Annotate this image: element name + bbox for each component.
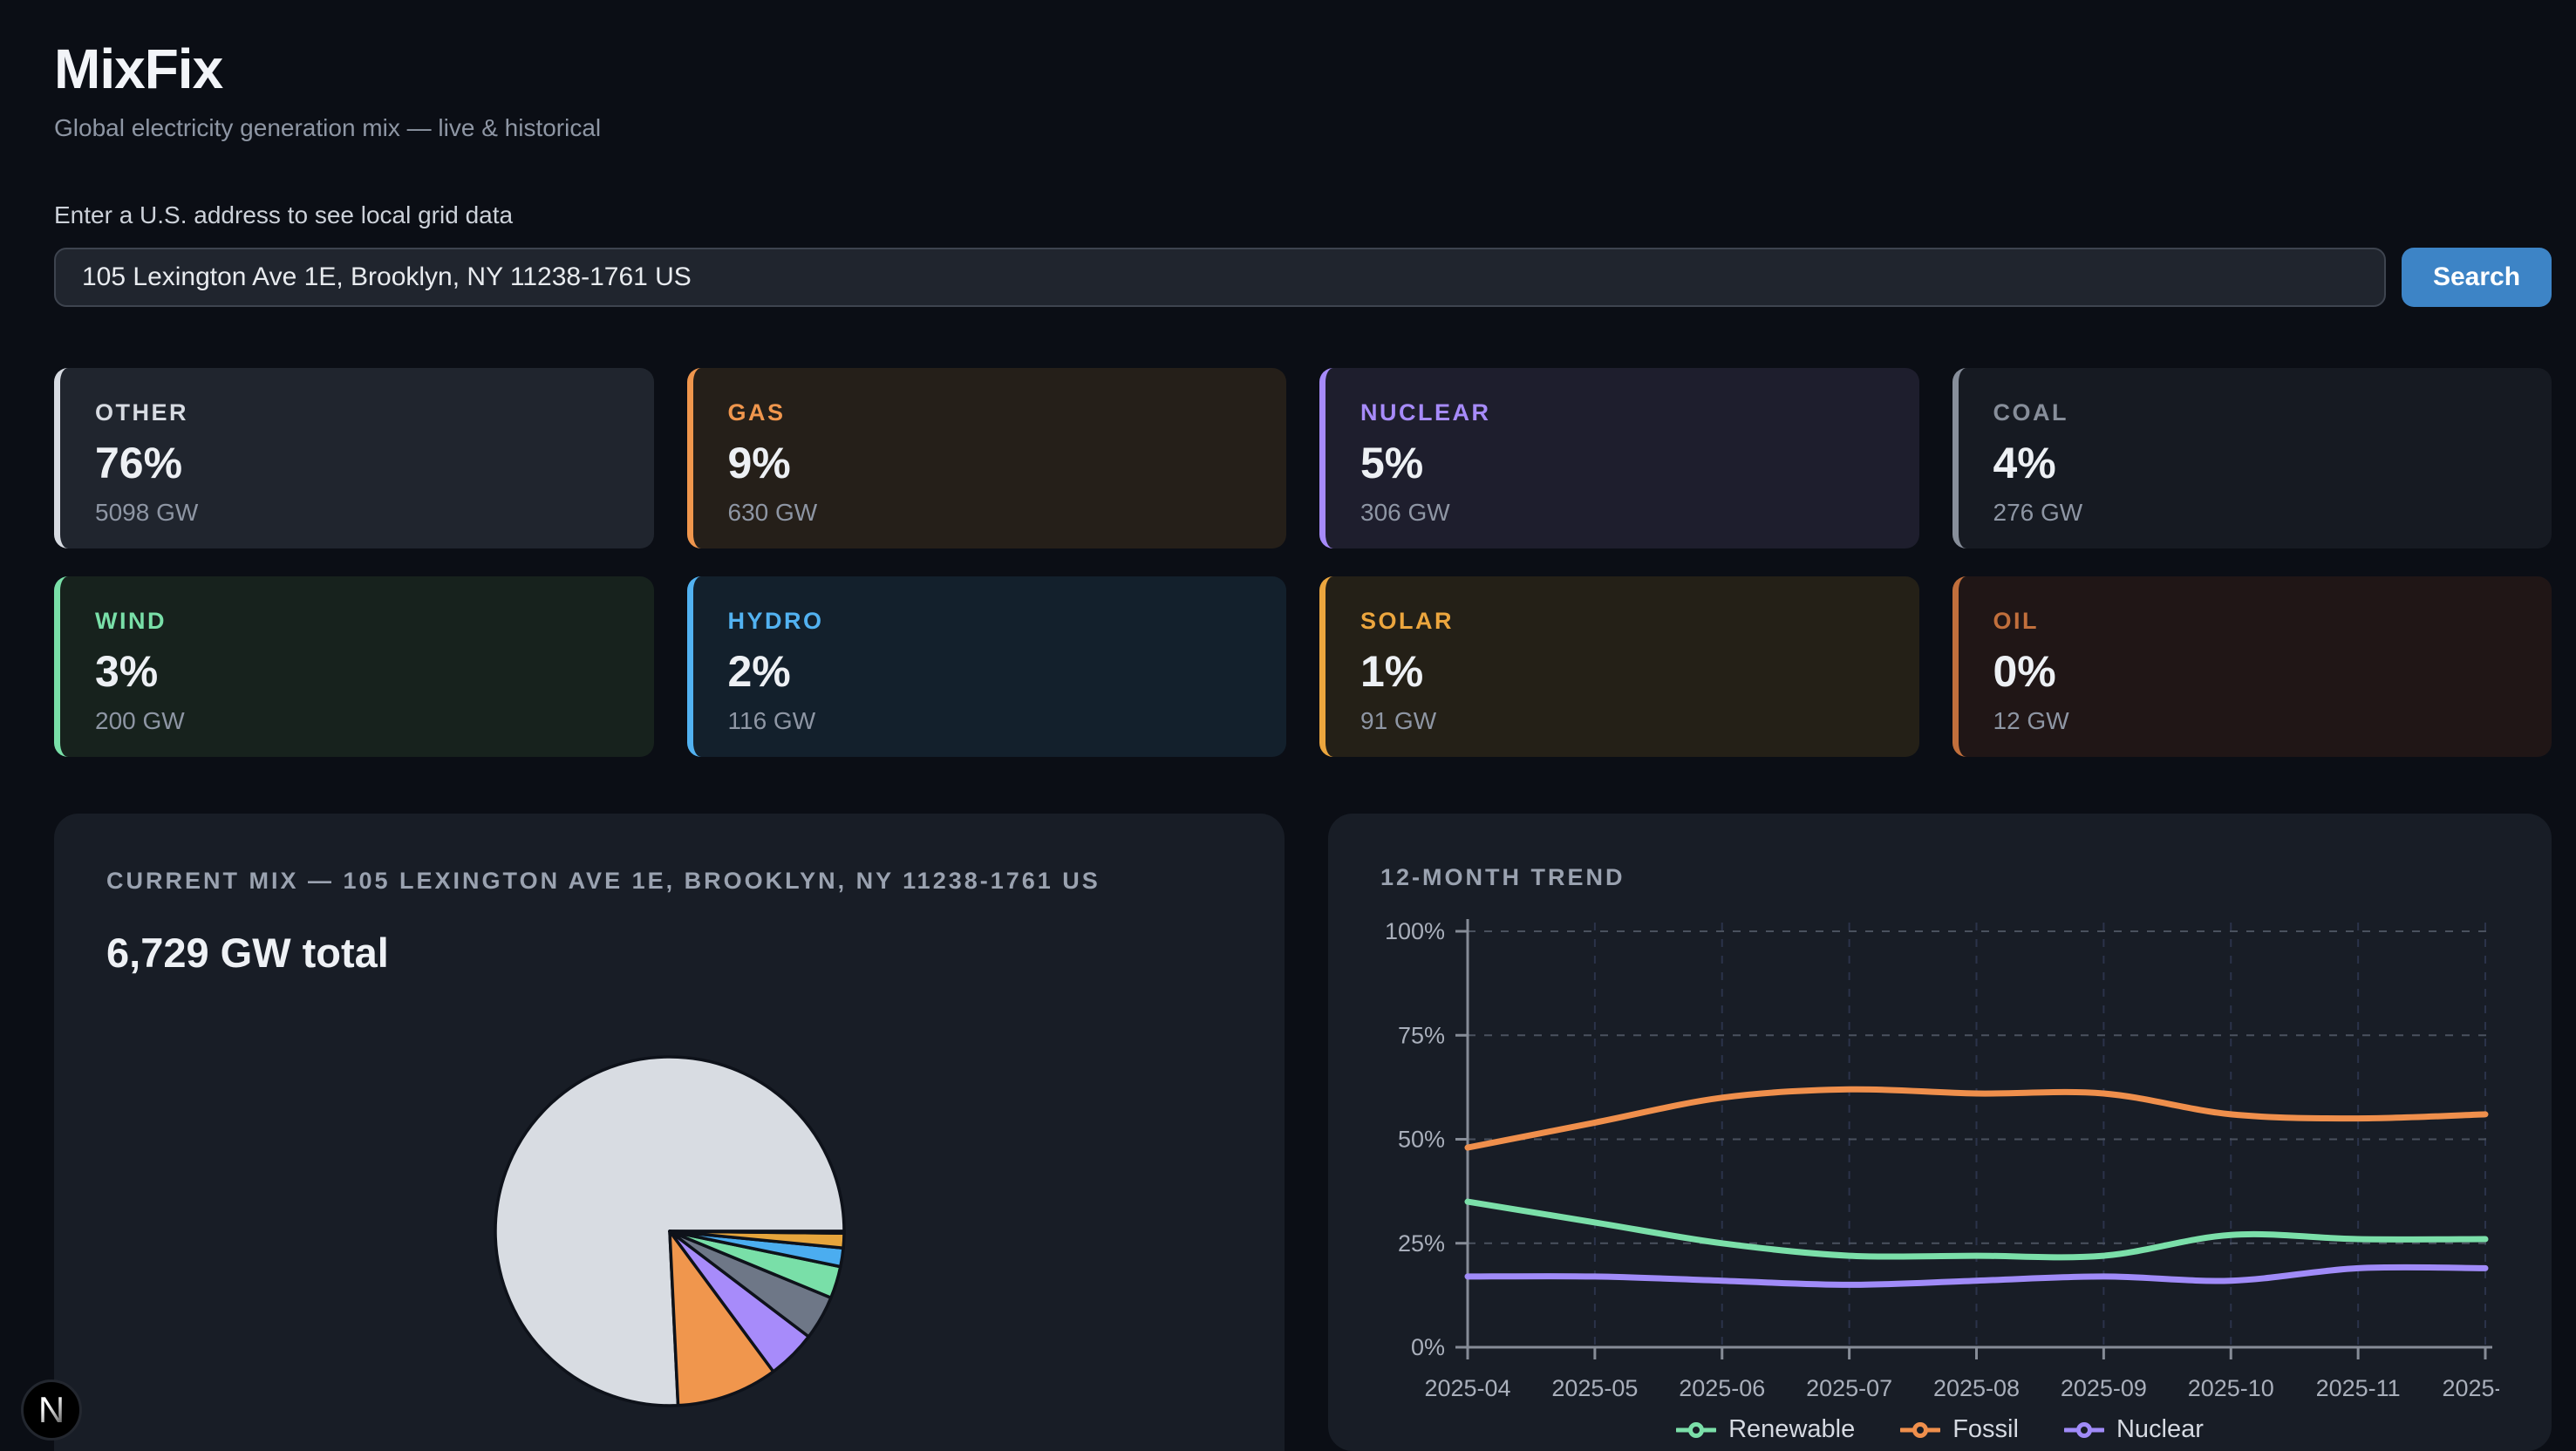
svg-text:25%: 25%: [1398, 1230, 1445, 1257]
nextjs-logo-icon: N: [37, 1389, 65, 1430]
svg-text:2025-06: 2025-06: [1679, 1375, 1765, 1401]
current-mix-panel: CURRENT MIX — 105 LEXINGTON AVE 1E, BROO…: [54, 814, 1285, 1451]
card-amount: 12 GW: [1993, 707, 2069, 734]
legend-item-fossil: Fossil: [1900, 1415, 2019, 1444]
svg-text:2025-12: 2025-12: [2442, 1375, 2499, 1401]
source-cards-grid: OTHER 76% 5098 GW GAS 9% 630 GW NUCLEAR …: [54, 368, 2552, 757]
card-percent: 5%: [1360, 439, 1424, 487]
svg-text:50%: 50%: [1398, 1127, 1445, 1153]
card-label: WIND: [95, 608, 167, 634]
card-label: SOLAR: [1360, 608, 1454, 634]
card-amount: 200 GW: [95, 707, 185, 734]
trend-title: 12-MONTH TREND: [1380, 864, 1625, 890]
svg-text:2025-11: 2025-11: [2316, 1375, 2401, 1401]
stat-card-gas: GAS 9% 630 GW: [686, 368, 1286, 548]
charts-row: CURRENT MIX — 105 LEXINGTON AVE 1E, BROO…: [54, 814, 2552, 1451]
card-percent: 0%: [1993, 647, 2056, 696]
card-percent: 76%: [95, 439, 183, 487]
svg-text:2025-10: 2025-10: [2188, 1375, 2274, 1401]
card-amount: 306 GW: [1360, 499, 1450, 526]
current-mix-title: CURRENT MIX — 105 LEXINGTON AVE 1E, BROO…: [106, 868, 1101, 894]
stat-card-hydro: HYDRO 2% 116 GW: [686, 576, 1286, 757]
card-amount: 276 GW: [1993, 499, 2083, 526]
app-title: MixFix: [54, 37, 223, 100]
app-subtitle: Global electricity generation mix — live…: [54, 114, 602, 141]
line-marker-icon: [2063, 1421, 2104, 1438]
card-label: NUCLEAR: [1360, 399, 1491, 426]
svg-text:2025-05: 2025-05: [1551, 1375, 1638, 1401]
trend-panel: 12-MONTH TREND 0% 25% 50% 75% 100% 2025-04 202…: [1328, 814, 2552, 1451]
legend-label: Renewable: [1728, 1415, 1856, 1443]
legend-item-nuclear: Nuclear: [2063, 1415, 2204, 1444]
line-marker-icon: [1900, 1421, 1941, 1438]
address-input[interactable]: [54, 248, 2386, 307]
svg-text:2025-09: 2025-09: [2061, 1375, 2147, 1401]
svg-text:2025-07: 2025-07: [1806, 1375, 1892, 1401]
search-label: Enter a U.S. address to see local grid d…: [54, 201, 514, 228]
card-percent: 4%: [1993, 439, 2056, 487]
header: MixFix Global electricity generation mix…: [54, 37, 2552, 143]
stat-card-solar: SOLAR 1% 91 GW: [1319, 576, 1919, 757]
svg-text:75%: 75%: [1398, 1022, 1445, 1048]
card-amount: 91 GW: [1360, 707, 1437, 734]
card-label: GAS: [727, 399, 786, 426]
stat-card-oil: OIL 0% 12 GW: [1952, 576, 2552, 757]
trend-legend: Renewable Fossil Nuc: [1380, 1415, 2499, 1444]
card-amount: 5098 GW: [95, 499, 199, 526]
card-amount: 630 GW: [727, 499, 818, 526]
search-row: Search: [54, 248, 2552, 307]
stat-card-other: OTHER 76% 5098 GW: [54, 368, 654, 548]
card-percent: 1%: [1360, 647, 1424, 696]
search-button[interactable]: Search: [2402, 248, 2552, 307]
stat-card-coal: COAL 4% 276 GW: [1952, 368, 2552, 548]
card-amount: 116 GW: [727, 707, 816, 734]
card-label: OTHER: [95, 399, 188, 426]
mix-pie-chart: [493, 1055, 846, 1407]
svg-text:0%: 0%: [1411, 1334, 1445, 1360]
legend-label: Nuclear: [2116, 1415, 2204, 1443]
card-label: OIL: [1993, 608, 2039, 634]
nextjs-dev-badge[interactable]: N: [21, 1379, 82, 1441]
stat-card-nuclear: NUCLEAR 5% 306 GW: [1319, 368, 1919, 548]
current-mix-total: 6,729 GW total: [106, 930, 389, 976]
address-search-section: Enter a U.S. address to see local grid d…: [54, 201, 2552, 307]
card-label: COAL: [1993, 399, 2068, 426]
legend-label: Fossil: [1952, 1415, 2019, 1443]
line-marker-icon: [1676, 1421, 1717, 1438]
card-label: HYDRO: [727, 608, 824, 634]
svg-text:2025-04: 2025-04: [1424, 1375, 1510, 1401]
svg-text:2025-08: 2025-08: [1933, 1375, 2020, 1401]
card-percent: 3%: [95, 647, 159, 696]
legend-item-renewable: Renewable: [1676, 1415, 1855, 1444]
trend-chart: 0% 25% 50% 75% 100% 2025-04 2025-05 2025-06 2025…: [1385, 918, 2499, 1401]
card-percent: 9%: [727, 439, 791, 487]
svg-text:100%: 100%: [1385, 918, 1445, 944]
stat-card-wind: WIND 3% 200 GW: [54, 576, 654, 757]
card-percent: 2%: [727, 647, 791, 696]
